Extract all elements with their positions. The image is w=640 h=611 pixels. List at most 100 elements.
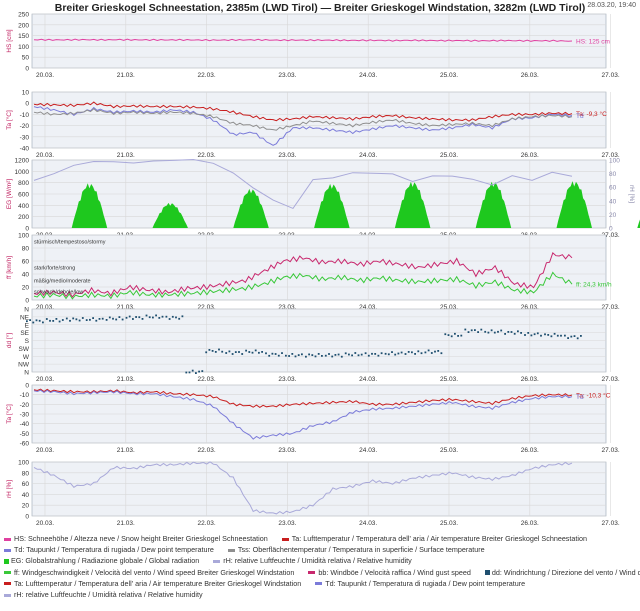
legend-swatch xyxy=(4,548,11,552)
wind-dir-point xyxy=(95,319,98,322)
wind-dir-point xyxy=(69,319,71,322)
y-tick-label: S xyxy=(25,338,30,345)
wind-dir-point xyxy=(493,331,496,334)
wind-dir-point xyxy=(148,316,151,319)
legend-swatch xyxy=(281,537,289,541)
wind-class-label: mäßig/medio/moderate xyxy=(34,279,91,285)
wind-dir-point xyxy=(65,317,68,320)
wind-dir-point xyxy=(324,354,327,357)
wind-dir-point xyxy=(135,316,137,318)
wind-dir-point xyxy=(128,315,131,318)
wind-dir-point xyxy=(241,353,244,355)
legend: HS: Schneehöhe / Altezza neve / Snow hei… xyxy=(4,533,640,600)
wind-dir-point xyxy=(556,334,559,337)
wind-dir-point xyxy=(530,334,533,337)
y-tick-label: 20 xyxy=(22,503,30,510)
y-tick-label: -60 xyxy=(20,441,30,448)
wind-dir-point xyxy=(112,317,114,320)
y-tick-label: -10 xyxy=(20,392,30,399)
wind-dir-point xyxy=(411,351,413,354)
wind-dir-point xyxy=(78,319,81,322)
y-tick-label: -40 xyxy=(20,421,30,428)
wind-dir-point xyxy=(205,351,208,354)
wind-dir-point xyxy=(371,352,373,355)
y-axis-label: rH [%] xyxy=(6,480,13,498)
wind-dir-point xyxy=(254,349,257,352)
wind-dir-point xyxy=(464,328,467,331)
x-tick-label: 25.03. xyxy=(440,152,458,159)
y-axis-label: ff [km/h] xyxy=(6,256,13,279)
x-tick-label: 22.03. xyxy=(198,72,216,79)
y-tick-label: 250 xyxy=(18,12,29,19)
y-tick-label: -50 xyxy=(20,431,30,438)
wind-dir-point xyxy=(218,348,220,351)
wind-dir-point xyxy=(357,354,360,357)
series-Tss xyxy=(33,108,573,131)
legend-item-label: Ta: Lufttemperatur / Temperatura dell' a… xyxy=(14,578,302,588)
wind-dir-point xyxy=(454,332,456,335)
wind-dir-point xyxy=(380,352,383,355)
y-tick-label: 200 xyxy=(18,22,29,29)
x-tick-label: 20.03. xyxy=(36,447,54,454)
x-tick-label: 23.03. xyxy=(278,72,296,79)
legend-item-label: rH: relative Luftfeuchte / Umidità relat… xyxy=(223,556,412,566)
plot-area xyxy=(31,13,607,69)
wind-dir-point xyxy=(374,353,377,355)
x-tick-label: 24.03. xyxy=(359,376,377,383)
x-tick-label: 20.03. xyxy=(36,376,54,383)
wind-dir-point xyxy=(437,350,440,352)
x-tick-label: 25.03. xyxy=(440,304,458,311)
wind-dir-point xyxy=(225,352,228,354)
radiation-day xyxy=(314,183,350,228)
wind-dir-point xyxy=(105,319,108,321)
wind-dir-point xyxy=(42,321,44,324)
wind-dir-point xyxy=(89,318,91,321)
x-tick-label: 24.03. xyxy=(359,447,377,454)
radiation-day xyxy=(637,219,640,228)
legend-item-label: EG: Globalstrahlung / Radiazione globale… xyxy=(11,556,200,566)
x-tick-label: 22.03. xyxy=(198,447,216,454)
x-tick-label: 21.03. xyxy=(117,447,135,454)
legend-swatch xyxy=(484,570,490,576)
wind-dir-point xyxy=(427,349,430,352)
x-tick-label: 23.03. xyxy=(278,376,296,383)
x-tick-label: 20.03. xyxy=(36,520,54,527)
wind-dir-point xyxy=(165,315,168,318)
x-tick-label: 20.03. xyxy=(36,72,54,79)
wind-dir-point xyxy=(238,351,240,353)
wind-dir-point xyxy=(348,353,350,356)
radiation-day xyxy=(152,202,189,228)
legend-item-label: Td: Taupunkt / Temperatura di rugiada / … xyxy=(325,578,526,588)
wind-dir-point xyxy=(400,351,403,354)
wind-dir-point xyxy=(414,353,416,355)
x-tick-label: 24.03. xyxy=(359,152,377,159)
wind-dir-point xyxy=(92,317,94,319)
wind-dir-point xyxy=(397,352,400,355)
wind-dir-point xyxy=(404,353,407,355)
legend-item-label: Td: Taupunkt / Temperatura di rugiada / … xyxy=(14,545,214,555)
wind-dir-point xyxy=(45,318,48,320)
y2-tick-label: 40 xyxy=(609,198,617,205)
series-Ta xyxy=(33,101,573,122)
y2-tick-label: 0 xyxy=(609,226,613,233)
y2-tick-label: 80 xyxy=(609,171,617,178)
wind-dir-point xyxy=(553,332,556,335)
y-tick-label: 20 xyxy=(22,285,30,292)
x-tick-label: 21.03. xyxy=(117,152,135,159)
legend-swatch xyxy=(4,582,11,586)
y-tick-label: NW xyxy=(18,362,30,369)
legend-row: ff: Windgeschwindigkeit / Velocità del v… xyxy=(4,567,640,578)
x-tick-label: 27.03. xyxy=(602,72,620,79)
wind-dir-point xyxy=(214,351,217,353)
wind-dir-point xyxy=(487,331,490,334)
wind-dir-point xyxy=(580,335,582,337)
wind-dir-point xyxy=(138,316,141,319)
wind-dir-point xyxy=(118,316,121,318)
x-tick-label: 25.03. xyxy=(440,447,458,454)
end-label-Ta: Ta: -10,3 °C xyxy=(576,391,611,399)
wind-dir-point xyxy=(294,355,297,358)
y2-tick-label: 100 xyxy=(609,158,620,165)
y-tick-label: 60 xyxy=(22,259,30,266)
wind-dir-point xyxy=(547,334,550,336)
